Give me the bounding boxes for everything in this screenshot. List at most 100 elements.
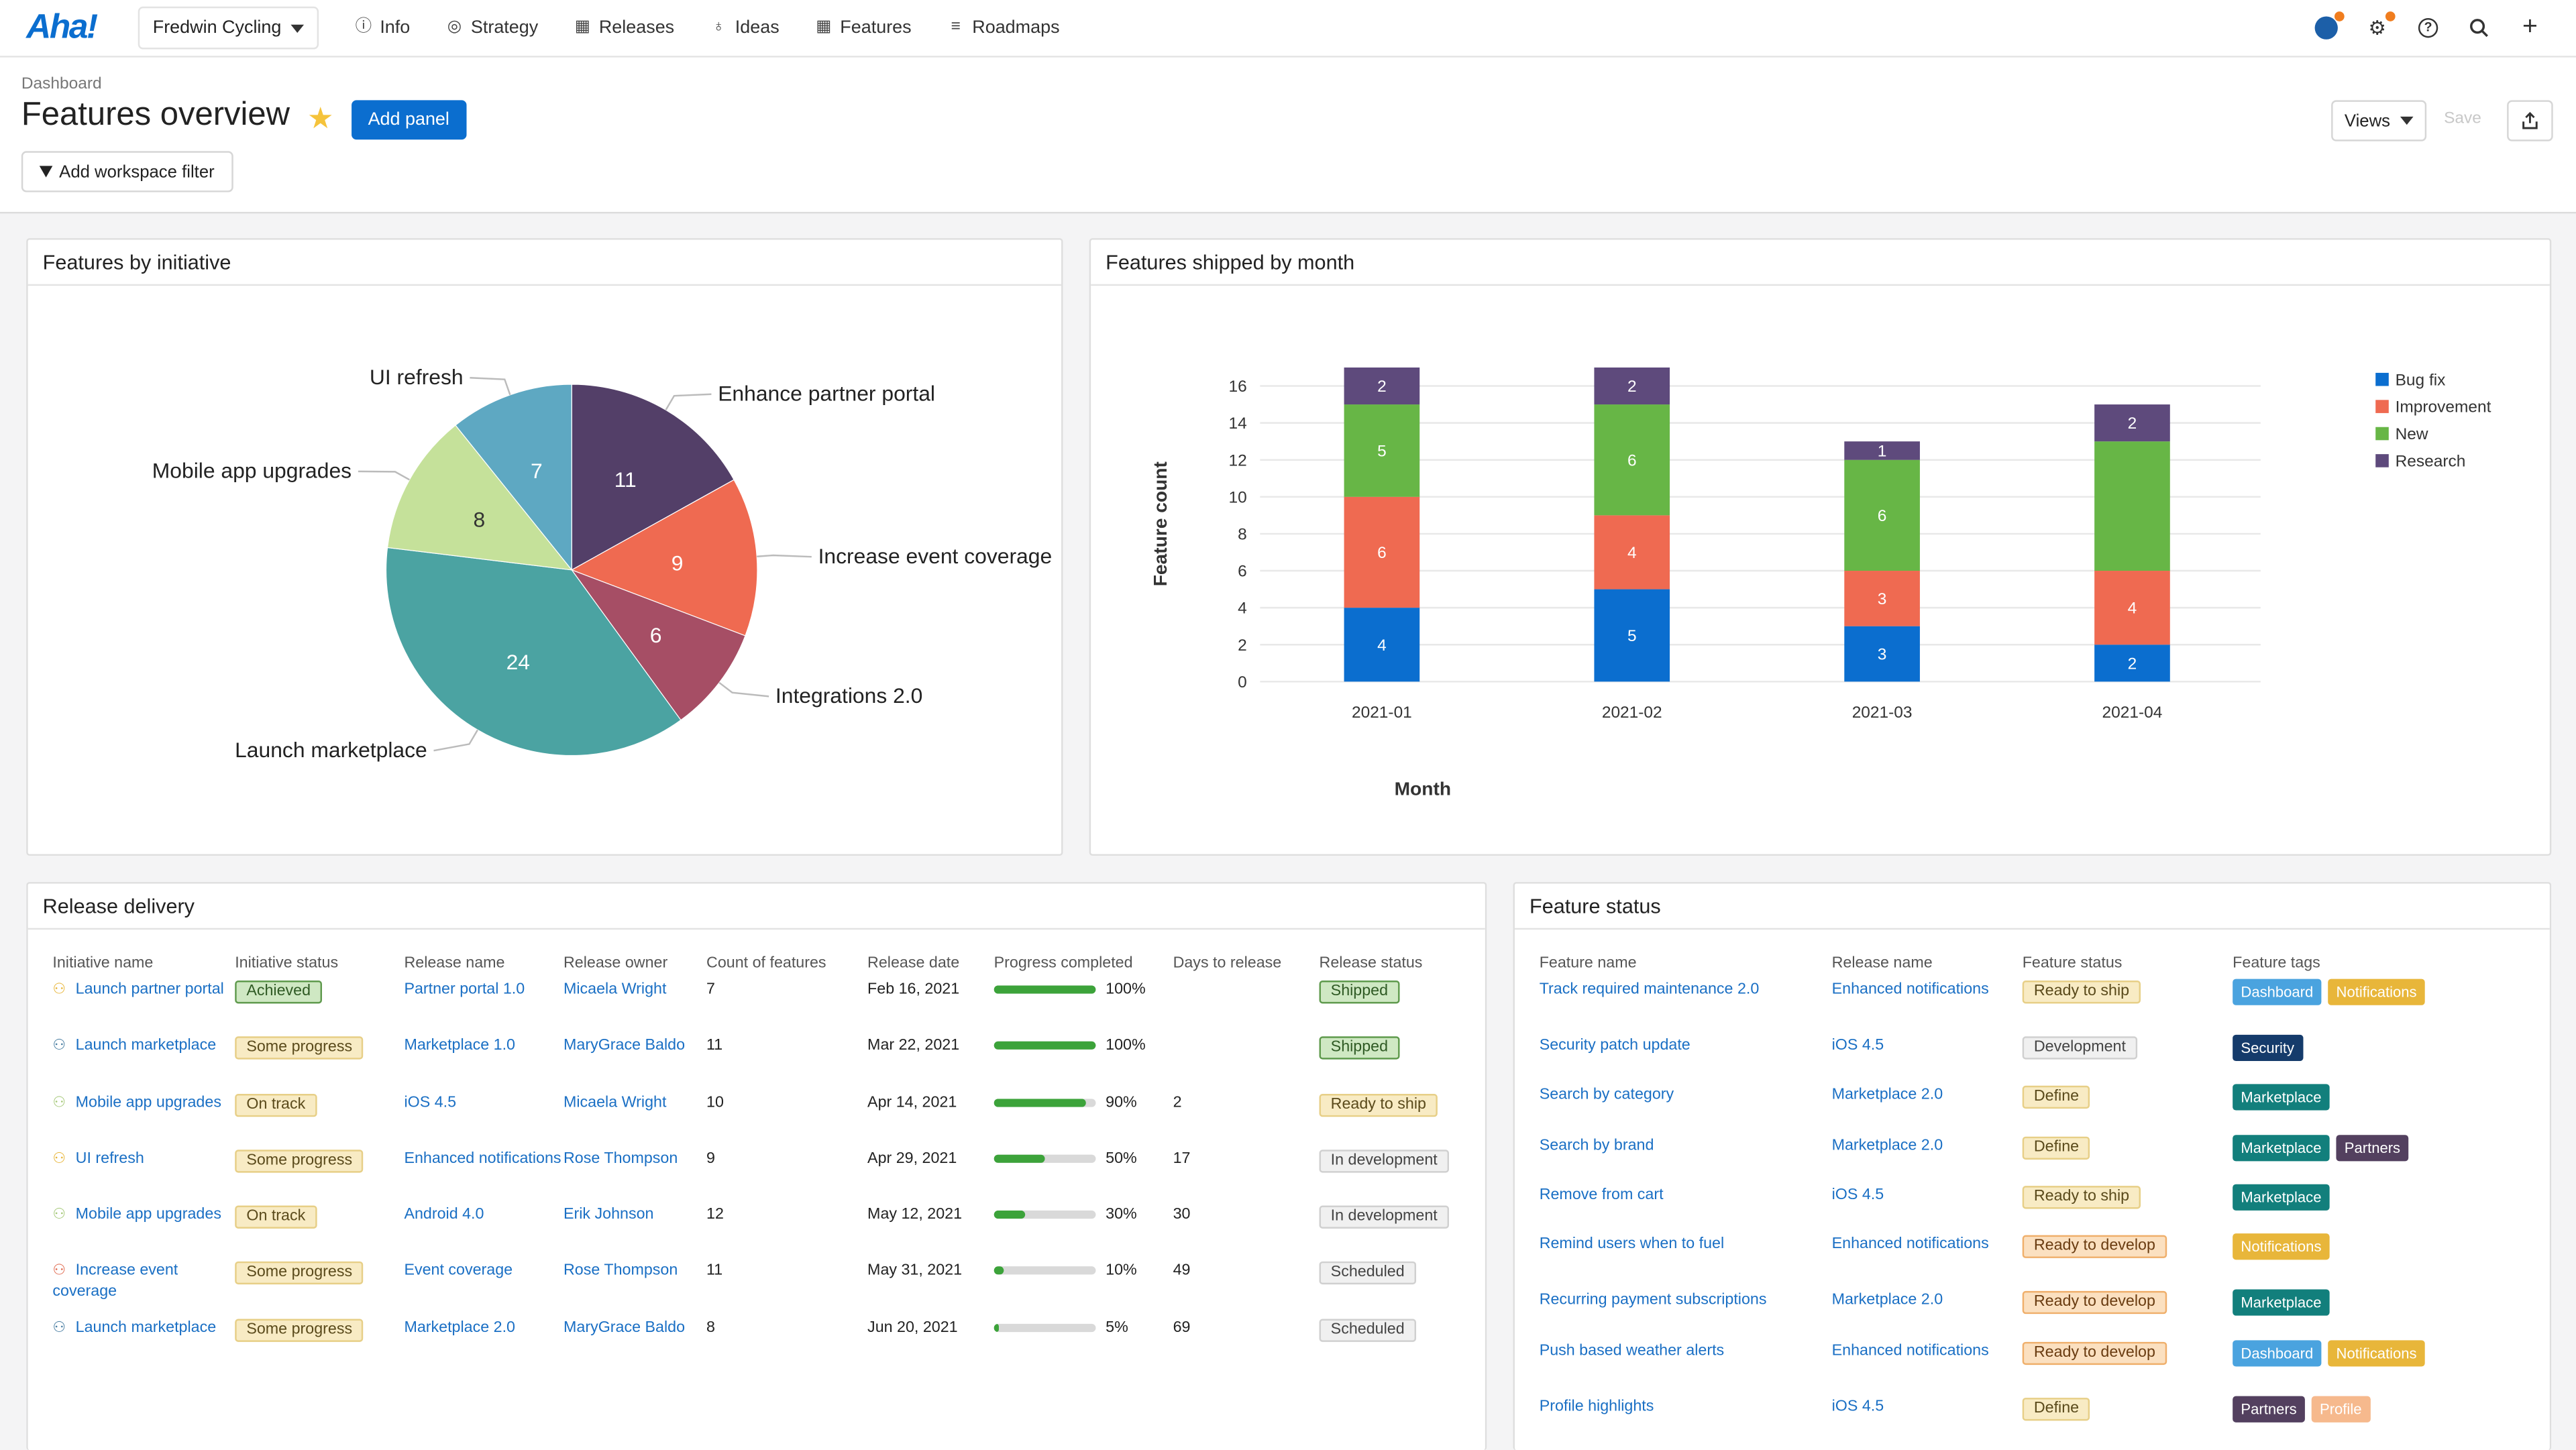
workspace-selector[interactable]: Fredwin Cycling: [138, 6, 319, 50]
views-dropdown[interactable]: Views: [2331, 100, 2427, 142]
bar-segment[interactable]: [1344, 608, 1420, 682]
nav-item-roadmaps[interactable]: ≡ Roadmaps: [948, 18, 1060, 38]
feature-tag[interactable]: Notifications: [2328, 1339, 2425, 1366]
column-header[interactable]: Release name: [1831, 953, 1933, 972]
add-button[interactable]: +: [2517, 13, 2543, 42]
release-link[interactable]: iOS 4.5: [1831, 1397, 1884, 1416]
nav-item-ideas[interactable]: ♁ Ideas: [710, 18, 780, 38]
nav-item-strategy[interactable]: ◎ Strategy: [446, 18, 539, 38]
favorite-star-icon[interactable]: ★: [307, 101, 334, 135]
feature-link[interactable]: Remove from cart: [1539, 1185, 1664, 1204]
initiative-link[interactable]: Mobile app upgrades: [75, 1093, 221, 1111]
release-link[interactable]: Android 4.0: [404, 1206, 484, 1224]
nav-item-info[interactable]: ⓘ Info: [356, 18, 411, 38]
pie-slice[interactable]: [386, 425, 573, 571]
feature-link[interactable]: Recurring payment subscriptions: [1539, 1291, 1767, 1310]
pie-slice[interactable]: [570, 479, 758, 636]
bar-segment[interactable]: [1594, 589, 1670, 682]
column-header[interactable]: Initiative status: [235, 953, 339, 972]
legend-entry[interactable]: New: [2396, 425, 2428, 443]
feature-tag[interactable]: Security: [2233, 1035, 2303, 1062]
release-link[interactable]: Event coverage: [404, 1262, 513, 1280]
bar-segment[interactable]: [2094, 404, 2170, 442]
aha-logo[interactable]: Aha!: [26, 8, 98, 46]
bar-segment[interactable]: [2094, 645, 2170, 682]
release-link[interactable]: Enhanced notifications: [1831, 981, 1989, 999]
bar-segment[interactable]: [1344, 367, 1420, 405]
release-link[interactable]: Enhanced notifications: [404, 1150, 561, 1168]
column-header[interactable]: Feature tags: [2233, 953, 2320, 972]
pie-slice[interactable]: [571, 384, 735, 571]
column-header[interactable]: Release owner: [564, 953, 668, 972]
release-link[interactable]: Marketplace 2.0: [1831, 1135, 1943, 1154]
search-button[interactable]: [2466, 15, 2492, 41]
legend-entry[interactable]: Improvement: [2396, 398, 2491, 416]
owner-link[interactable]: Micaela Wright: [564, 1093, 667, 1111]
pie-slice[interactable]: [385, 547, 682, 757]
feature-link[interactable]: Remind users when to fuel: [1539, 1235, 1725, 1253]
feature-tag[interactable]: Notifications: [2328, 979, 2425, 1005]
save-button[interactable]: Save: [2444, 110, 2481, 129]
column-header[interactable]: Count of features: [706, 953, 826, 972]
feature-link[interactable]: Track required maintenance 2.0: [1539, 981, 1760, 999]
release-link[interactable]: Marketplace 1.0: [404, 1037, 515, 1055]
feature-tag[interactable]: Marketplace: [2233, 1184, 2330, 1211]
export-button[interactable]: [2507, 100, 2553, 142]
release-link[interactable]: Marketplace 2.0: [1831, 1086, 1943, 1105]
bar-segment[interactable]: [2094, 441, 2170, 571]
feature-link[interactable]: Push based weather alerts: [1539, 1341, 1725, 1359]
release-link[interactable]: iOS 4.5: [1831, 1185, 1884, 1204]
release-link[interactable]: iOS 4.5: [404, 1093, 457, 1111]
feature-link[interactable]: Security patch update: [1539, 1037, 1690, 1055]
column-header[interactable]: Progress completed: [994, 953, 1133, 972]
feature-tag[interactable]: Dashboard: [2233, 1339, 2322, 1366]
column-header[interactable]: Feature status: [2022, 953, 2123, 972]
initiative-link[interactable]: Launch marketplace: [75, 1037, 217, 1055]
bar-segment[interactable]: [1844, 571, 1920, 626]
initiative-link[interactable]: Mobile app upgrades: [75, 1206, 221, 1224]
bar-segment[interactable]: [1344, 404, 1420, 497]
initiative-link[interactable]: UI refresh: [75, 1150, 144, 1168]
feature-link[interactable]: Search by category: [1539, 1086, 1674, 1105]
column-header[interactable]: Release name: [404, 953, 505, 972]
initiative-link[interactable]: Launch partner portal: [75, 981, 224, 999]
release-link[interactable]: Marketplace 2.0: [1831, 1291, 1943, 1310]
feature-tag[interactable]: Marketplace: [2233, 1134, 2330, 1161]
owner-link[interactable]: Erik Johnson: [564, 1206, 654, 1224]
bar-segment[interactable]: [1844, 441, 1920, 460]
nav-item-releases[interactable]: ▦ Releases: [574, 18, 674, 38]
owner-link[interactable]: Micaela Wright: [564, 981, 667, 999]
bar-segment[interactable]: [1594, 515, 1670, 590]
owner-link[interactable]: MaryGrace Baldo: [564, 1318, 686, 1337]
feature-tag[interactable]: Partners: [2233, 1396, 2305, 1423]
column-header[interactable]: Initiative name: [52, 953, 154, 972]
feature-tag[interactable]: Notifications: [2233, 1233, 2330, 1260]
feature-link[interactable]: Search by brand: [1539, 1135, 1654, 1154]
legend-entry[interactable]: Bug fix: [2396, 371, 2446, 389]
bar-segment[interactable]: [2094, 571, 2170, 645]
owner-link[interactable]: Rose Thompson: [564, 1150, 678, 1168]
legend-entry[interactable]: Research: [2396, 453, 2466, 471]
bar-segment[interactable]: [1844, 626, 1920, 682]
column-header[interactable]: Release status: [1319, 953, 1423, 972]
feature-tag[interactable]: Marketplace: [2233, 1084, 2330, 1111]
add-workspace-filter-button[interactable]: Add workspace filter: [21, 151, 233, 192]
feature-tag[interactable]: Marketplace: [2233, 1290, 2330, 1317]
release-link[interactable]: Marketplace 2.0: [404, 1318, 515, 1337]
bar-segment[interactable]: [1594, 367, 1670, 405]
user-avatar[interactable]: [2313, 11, 2345, 41]
feature-tag[interactable]: Profile: [2311, 1396, 2370, 1423]
release-link[interactable]: iOS 4.5: [1831, 1037, 1884, 1055]
owner-link[interactable]: Rose Thompson: [564, 1262, 678, 1280]
release-link[interactable]: Partner portal 1.0: [404, 981, 525, 999]
breadcrumb[interactable]: Dashboard: [21, 75, 102, 94]
help-button[interactable]: ?: [2415, 15, 2441, 41]
initiative-link[interactable]: Launch marketplace: [75, 1318, 217, 1337]
initiative-link[interactable]: Increase event coverage: [52, 1262, 178, 1302]
bar-segment[interactable]: [1844, 459, 1920, 571]
column-header[interactable]: Days to release: [1173, 953, 1282, 972]
feature-tag[interactable]: Dashboard: [2233, 979, 2322, 1005]
column-header[interactable]: Release date: [867, 953, 960, 972]
add-panel-button[interactable]: Add panel: [352, 100, 466, 140]
feature-link[interactable]: Profile highlights: [1539, 1397, 1654, 1416]
